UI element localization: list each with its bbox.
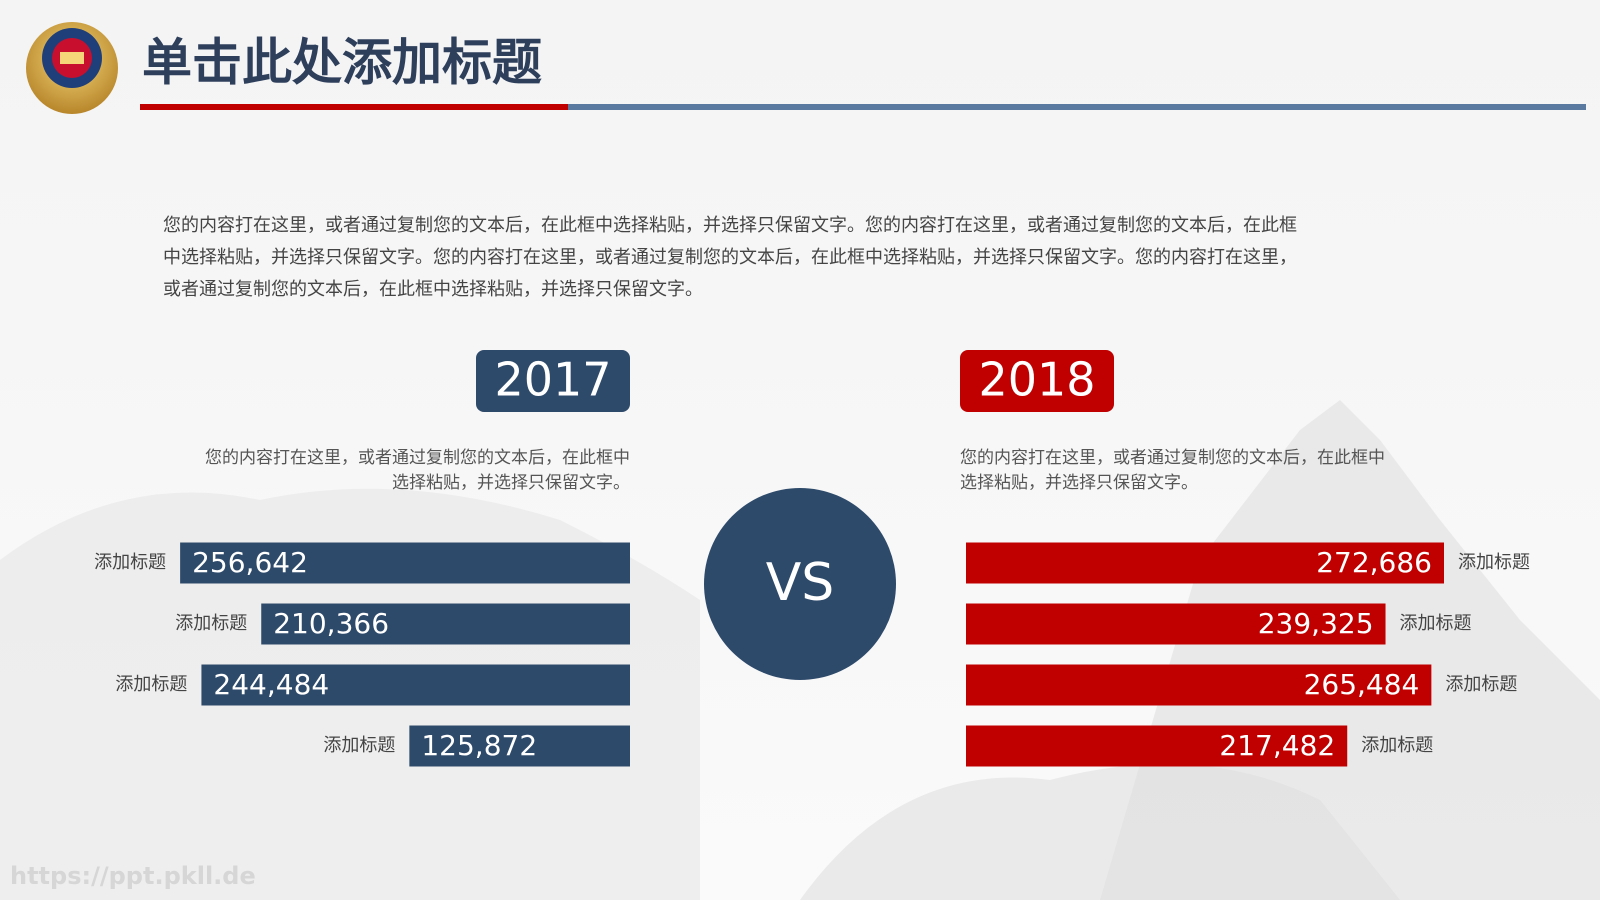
chart-description: 选择粘贴，并选择只保留文字。: [392, 473, 630, 493]
intro-line: 中选择粘贴，并选择只保留文字。您的内容打在这里，或者通过复制您的文本后，在此框中…: [163, 247, 1297, 268]
value-label: 210,366: [273, 607, 389, 640]
bar: [966, 725, 1348, 767]
value-label: 239,325: [1258, 607, 1374, 640]
slide-title: 单击此处添加标题: [142, 34, 542, 92]
bar: [261, 603, 630, 645]
value-label: 256,642: [192, 546, 308, 579]
intro-line: 您的内容打在这里，或者通过复制您的文本后，在此框中选择粘贴，并选择只保留文字。您…: [163, 215, 1297, 236]
year-label: 2018: [978, 353, 1095, 407]
vs-label: VS: [766, 553, 835, 613]
category-label: 添加标题: [1361, 735, 1433, 756]
year-badge: [960, 350, 1114, 412]
watermark: https://ppt.pkll.de: [10, 862, 256, 890]
bar: [409, 725, 630, 767]
bar: [966, 603, 1386, 645]
vs-circle: [704, 488, 896, 680]
year-label: 2017: [494, 353, 611, 407]
bar: [201, 664, 630, 706]
mountain: [800, 764, 1400, 900]
title-rule-blue: [568, 104, 1586, 110]
category-label: 添加标题: [1445, 674, 1517, 695]
bar: [180, 542, 631, 584]
value-label: 265,484: [1304, 668, 1420, 701]
value-label: 272,686: [1316, 546, 1432, 579]
category-label: 添加标题: [94, 552, 166, 573]
intro-line: 或者通过复制您的文本后，在此框中选择粘贴，并选择只保留文字。: [163, 279, 703, 300]
value-label: 244,484: [213, 668, 329, 701]
title-rule-red: [140, 104, 568, 110]
chart-description: 选择粘贴，并选择只保留文字。: [960, 473, 1198, 493]
category-label: 添加标题: [115, 674, 187, 695]
value-label: 125,872: [421, 729, 537, 762]
value-label: 217,482: [1219, 729, 1335, 762]
emblem: [26, 22, 118, 114]
category-label: 添加标题: [1458, 552, 1530, 573]
chart-description: 您的内容打在这里，或者通过复制您的文本后，在此框中: [205, 448, 630, 468]
bar: [966, 664, 1432, 706]
chart-description: 您的内容打在这里，或者通过复制您的文本后，在此框中: [960, 448, 1385, 468]
year-badge: [476, 350, 630, 412]
category-label: 添加标题: [175, 613, 247, 634]
category-label: 添加标题: [323, 735, 395, 756]
bar: [966, 542, 1444, 584]
category-label: 添加标题: [1400, 613, 1472, 634]
